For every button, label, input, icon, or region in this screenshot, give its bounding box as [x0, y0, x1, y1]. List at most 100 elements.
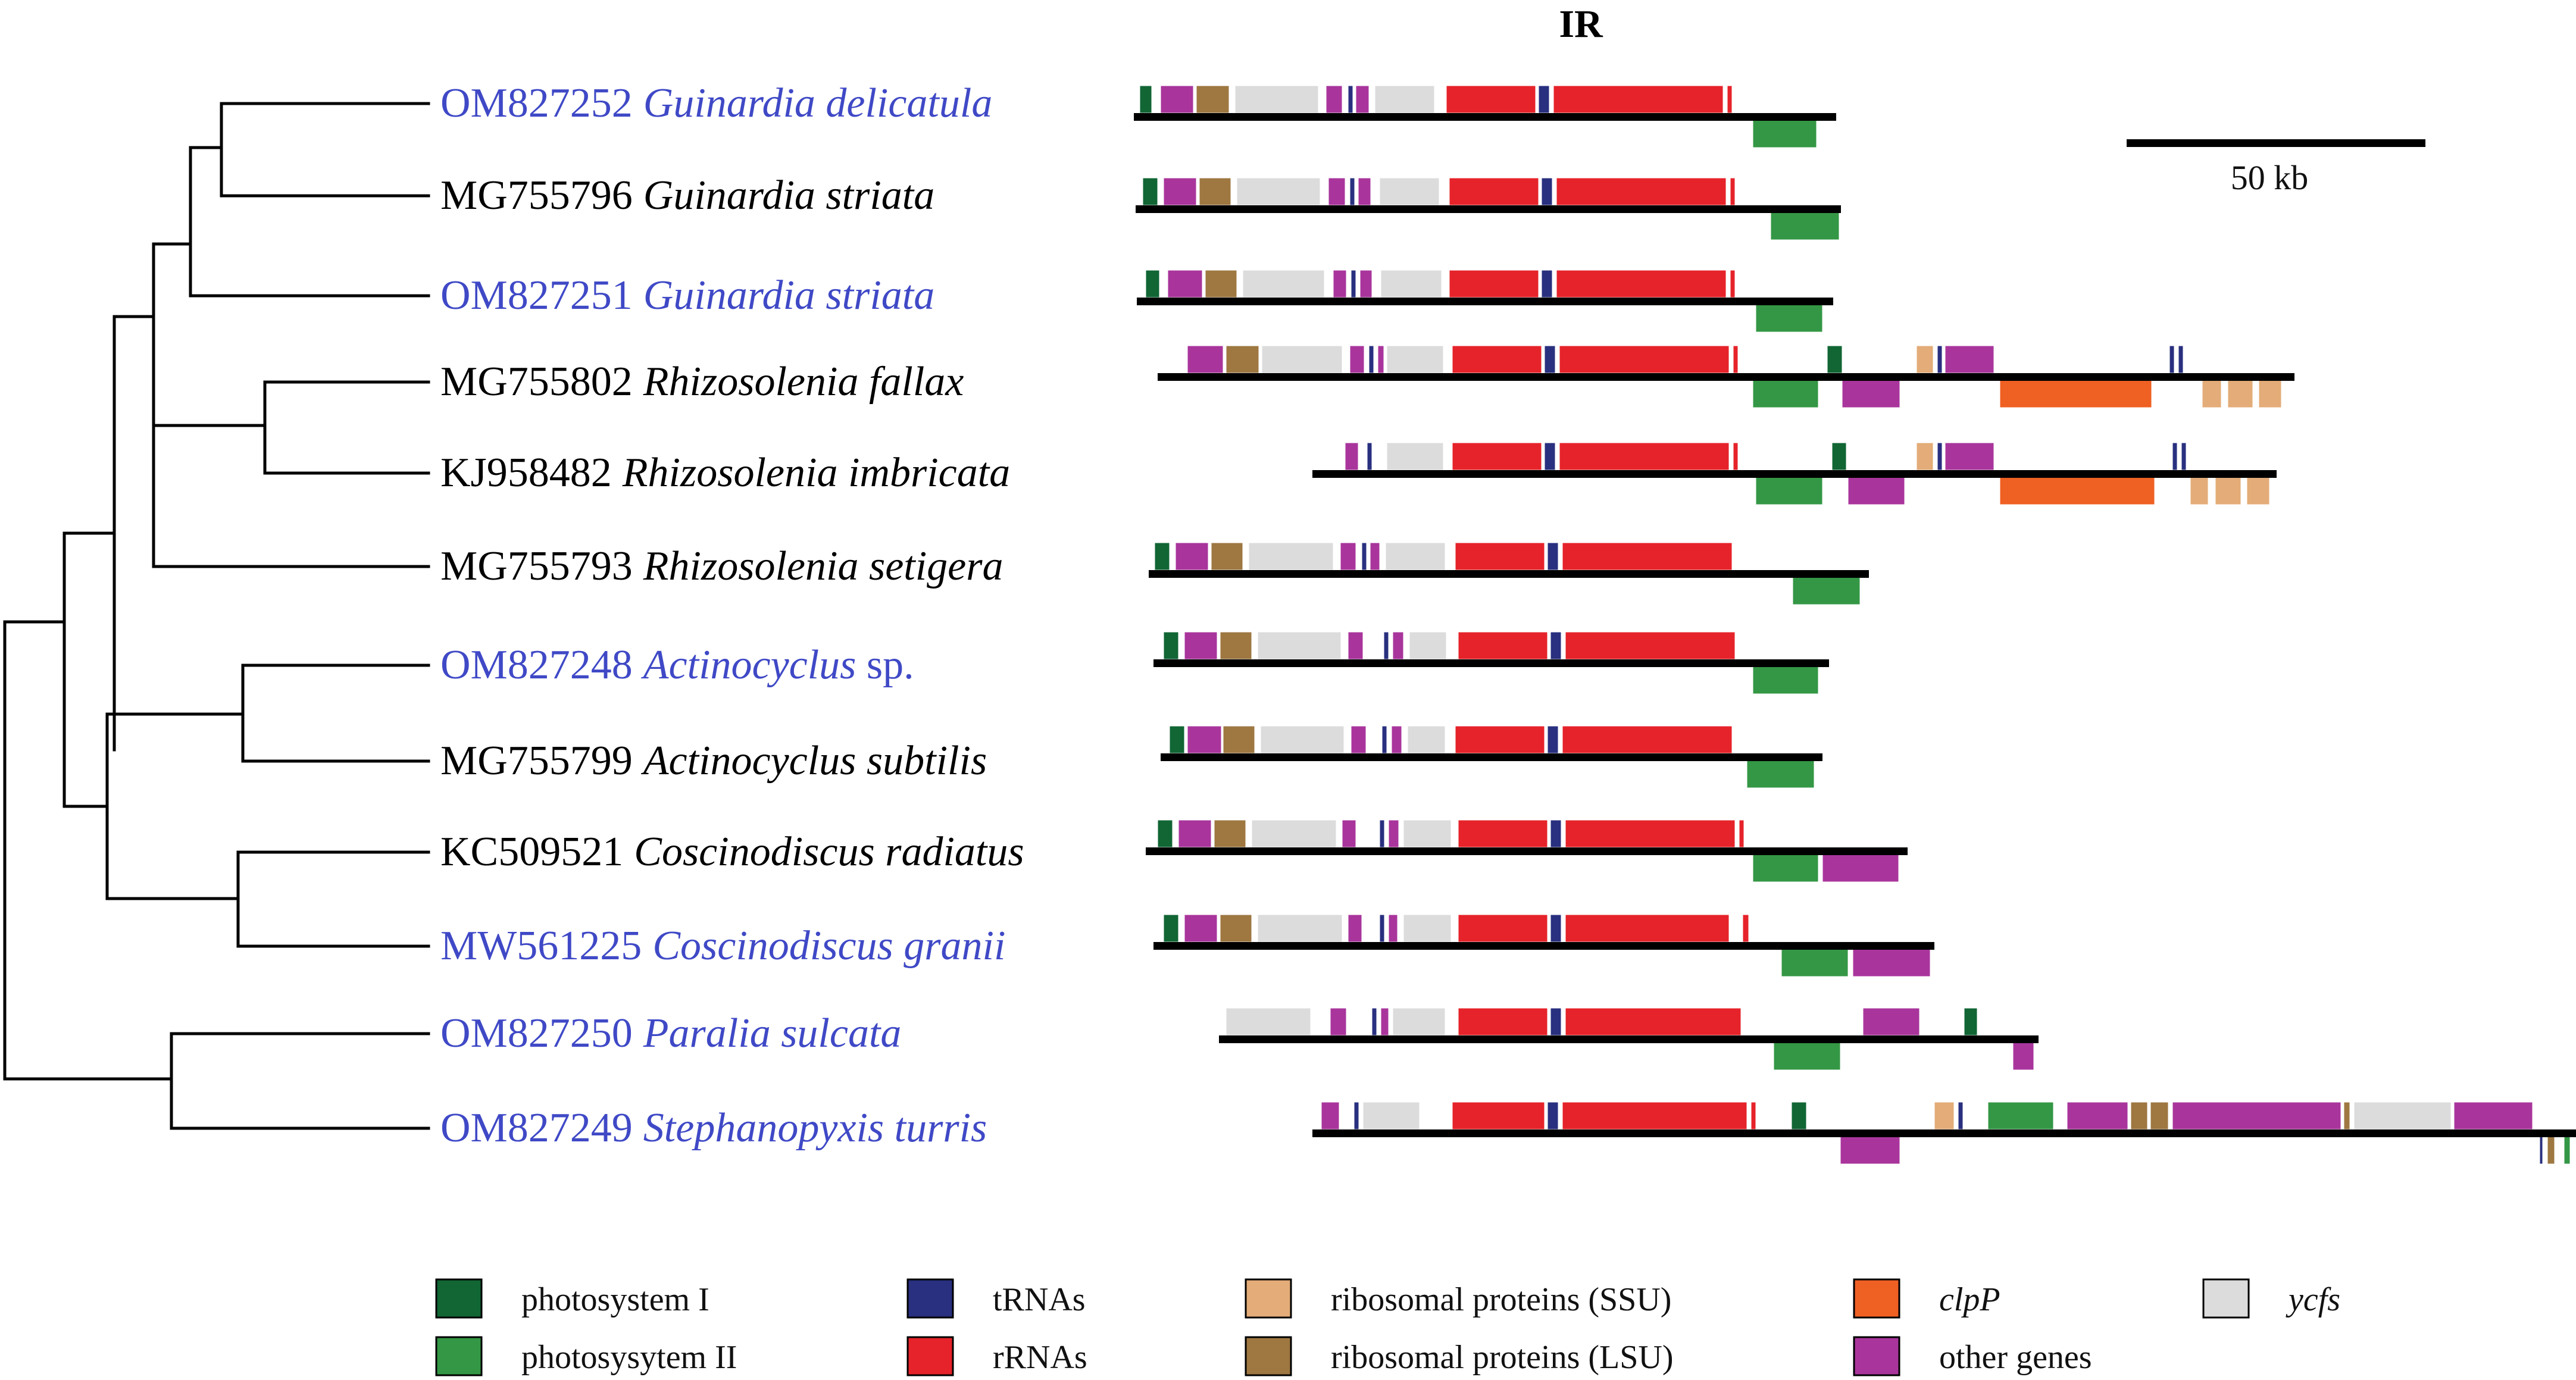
gene-block-rRNAs — [1458, 1007, 1548, 1036]
gene-block-rRNAs — [1458, 819, 1548, 848]
gene-block-other — [1184, 914, 1218, 943]
gene-block-photosystem_II — [1755, 477, 1823, 505]
gene-block-rRNAs — [1565, 819, 1736, 848]
gene-block-rRNAs — [1739, 819, 1745, 848]
gene-block-photosystem_II — [1987, 1102, 2054, 1130]
gene-block-ycfs — [1379, 177, 1440, 206]
gene-block-tRNAs — [1937, 345, 1943, 374]
gene-block-ycfs — [1242, 270, 1325, 298]
legend-label: photosysytem II — [521, 1339, 737, 1376]
gene-block-photosystem_I — [1964, 1007, 1978, 1036]
gene-block-rp_SSU — [1934, 1102, 1955, 1130]
gene-block-rp_LSU — [2130, 1102, 2148, 1130]
taxon-label: MG755793 Rhizosolenia setigera — [440, 543, 1003, 589]
gene-block-rRNAs — [1733, 442, 1739, 471]
legend-label: ribosomal proteins (SSU) — [1331, 1281, 1671, 1318]
gene-block-rp_LSU — [1220, 914, 1252, 943]
gene-block-photosystem_II — [1752, 120, 1817, 148]
gene-block-other — [1167, 270, 1203, 298]
gene-block-ycfs — [1403, 819, 1452, 848]
gene-block-other — [1388, 819, 1399, 848]
gene-block-ycfs — [1409, 631, 1447, 660]
legend-item-rp_SSU: ribosomal proteins (SSU) — [1245, 1278, 1671, 1319]
gene-block-rRNAs — [1559, 345, 1730, 374]
gene-block-photosystem_II — [1773, 1042, 1841, 1071]
legend-swatch — [435, 1336, 483, 1376]
gene-block-other — [1380, 1007, 1389, 1036]
gene-block-other — [1187, 345, 1224, 374]
gene-track — [1219, 1007, 2039, 1071]
legend-label: tRNAs — [993, 1281, 1086, 1318]
taxon-accession: OM827248 — [440, 642, 633, 688]
gene-block-rp_LSU — [2343, 1102, 2350, 1130]
gene-block-rRNAs — [1730, 270, 1736, 298]
gene-block-other — [2172, 1102, 2341, 1130]
gene-block-ycfs — [1374, 85, 1435, 114]
gene-block-ycfs — [1226, 1007, 1311, 1036]
gene-block-tRNAs — [1361, 542, 1367, 571]
gene-block-rRNAs — [1565, 914, 1730, 943]
gene-block-ycfs — [1236, 177, 1321, 206]
gene-track — [1137, 270, 1833, 333]
gene-block-other — [1330, 1007, 1347, 1036]
taxon-species: Rhizosolenia fallax — [643, 359, 964, 405]
legend-label: ycfs — [2286, 1281, 2340, 1318]
gene-block-other — [1345, 442, 1359, 471]
taxon-label: MG755799 Actinocyclus subtilis — [440, 738, 987, 784]
gene-block-rRNAs — [1565, 1007, 1742, 1036]
gene-block-tRNAs — [1550, 631, 1562, 660]
gene-block-other — [2453, 1102, 2533, 1130]
taxon-species: Rhizosolenia setigera — [643, 543, 1003, 589]
gene-track — [1158, 345, 2294, 408]
gene-block-other — [1391, 725, 1402, 754]
legend-swatch — [906, 1278, 954, 1319]
gene-block-tRNAs — [1383, 631, 1389, 660]
legend-item-ycfs: ycfs — [2202, 1278, 2340, 1319]
genome-line — [1149, 570, 1869, 578]
gene-block-rp_LSU — [1196, 85, 1230, 114]
gene-block-ycfs — [1261, 345, 1343, 374]
gene-block-tRNAs — [1541, 177, 1553, 206]
gene-block-tRNAs — [1547, 542, 1559, 571]
genome-line — [1153, 659, 1829, 667]
gene-block-photosystem_II — [2564, 1136, 2571, 1165]
genome-line — [1136, 205, 1841, 213]
genome-line — [1134, 113, 1836, 121]
gene-block-rp_LSU — [2547, 1136, 2555, 1165]
taxon-species: Actinocyclus subtilis — [641, 738, 987, 784]
gene-block-rRNAs — [1446, 85, 1536, 114]
gene-block-tRNAs — [1547, 725, 1559, 754]
gene-block-other — [1321, 1102, 1340, 1130]
gene-block-other — [1862, 1007, 1920, 1036]
gene-block-photosystem_I — [1831, 442, 1847, 471]
gene-block-tRNAs — [1348, 85, 1353, 114]
gene-block-photosystem_I — [1827, 345, 1843, 374]
legend-item-other: other genes — [1853, 1336, 2092, 1376]
legend-label: photosystem I — [521, 1281, 709, 1318]
gene-block-other — [1359, 270, 1373, 298]
gene-block-rRNAs — [1565, 631, 1736, 660]
gene-block-other — [1355, 85, 1370, 114]
gene-block-photosystem_II — [1746, 760, 1815, 788]
gene-block-tRNAs — [1350, 270, 1356, 298]
gene-block-other — [1333, 270, 1347, 298]
gene-block-other — [1348, 914, 1362, 943]
taxon-label: OM827252 Guinardia delicatula — [440, 80, 992, 126]
gene-track — [1153, 914, 1934, 977]
gene-block-rRNAs — [1455, 542, 1545, 571]
gene-block-other — [1175, 542, 1209, 571]
taxon-species: Guinardia striata — [643, 273, 934, 318]
gene-block-other — [1348, 631, 1364, 660]
gene-block-clpP — [1999, 380, 2152, 408]
gene-block-rRNAs — [1452, 345, 1542, 374]
gene-track — [1134, 85, 1836, 148]
gene-block-rRNAs — [1458, 914, 1548, 943]
taxon-label: MG755796 Guinardia striata — [440, 173, 934, 218]
gene-block-photosystem_II — [1781, 949, 1849, 977]
gene-block-other — [1187, 725, 1222, 754]
gene-block-other — [2067, 1102, 2128, 1130]
gene-track — [1153, 631, 1829, 694]
gene-block-other — [1342, 819, 1356, 848]
gene-block-rRNAs — [1750, 1102, 1756, 1130]
scale-bar: 50 kb — [2127, 139, 2425, 197]
